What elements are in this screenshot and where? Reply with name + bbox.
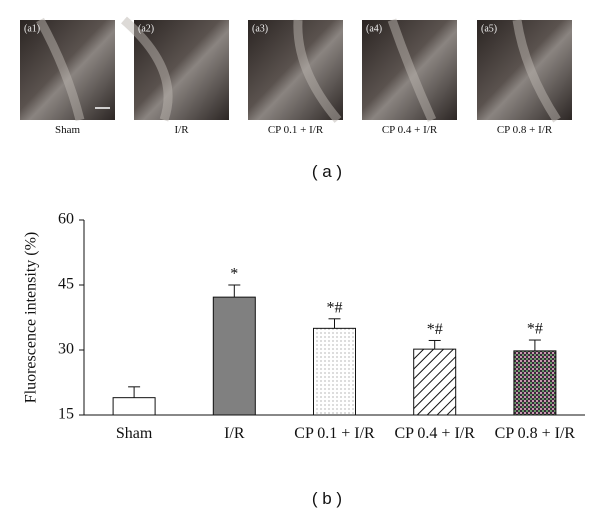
image-tag: (a1) [24,23,40,34]
panel-label: ( b ) [311,489,343,508]
bar [513,350,557,416]
bar [313,327,356,416]
image-caption: I/R [174,124,189,136]
image-tag: (a2) [138,23,154,34]
bar [112,397,156,416]
y-tick-label: 60 [58,211,74,228]
x-tick-label: CP 0.8 + I/R [494,425,576,442]
significance-mark: * [230,266,238,283]
image-tag: (a3) [252,23,268,34]
vessel [121,16,173,122]
image-caption: Sham [54,124,81,136]
vessel [293,19,342,123]
x-tick-label: CP 0.4 + I/R [394,425,475,442]
x-tick-label: CP 0.1 + I/R [294,425,375,442]
y-tick-label: 15 [58,406,74,423]
y-axis-label: Fluorescence intensity (%) [23,232,40,404]
vessel [387,18,437,122]
significance-mark: *# [427,321,443,338]
micrograph [477,20,572,120]
y-tick-label: 30 [58,341,74,358]
vessel [36,17,85,122]
image-tag: (a4) [366,23,382,34]
bar [413,348,457,416]
y-tick-label: 45 [58,276,74,293]
vessel [512,19,561,123]
x-tick-label: I/R [224,425,245,442]
significance-mark: *# [327,299,343,316]
bar [212,296,256,416]
x-tick-label: Sham [115,425,153,442]
panel-label: ( a ) [311,162,343,181]
image-caption: CP 0.8 + I/R [496,124,553,136]
micrograph [134,20,229,120]
image-caption: CP 0.4 + I/R [381,124,438,136]
image-caption: CP 0.1 + I/R [267,124,324,136]
image-tag: (a5) [481,23,497,34]
significance-mark: *# [527,321,543,338]
